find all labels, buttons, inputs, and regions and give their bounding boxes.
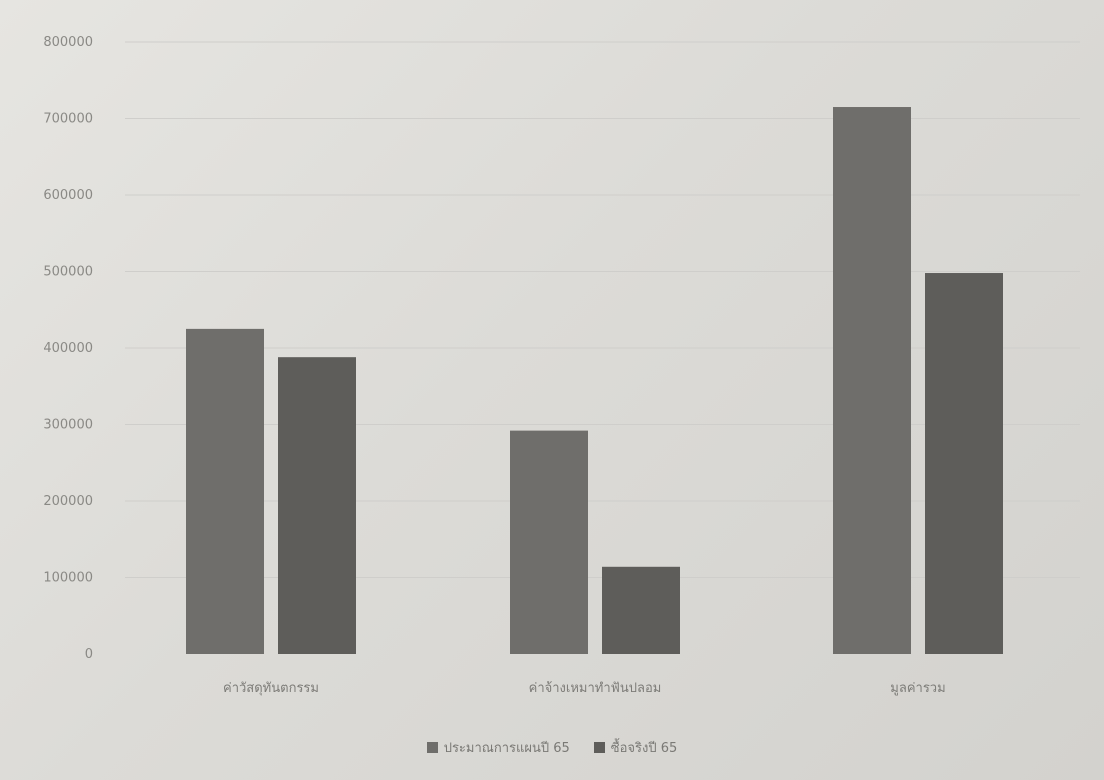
bar-2-2 <box>602 566 680 654</box>
bar-1-3 <box>833 107 911 654</box>
y-tick-label: 500000 <box>43 265 93 280</box>
bar-1-1 <box>186 328 264 654</box>
legend-swatch-series-1 <box>426 742 438 753</box>
category-labels: ค่าวัสดุทันตกรรม ค่าจ้างเหมาทำฟันปลอม มูลค… <box>223 681 946 696</box>
bar-1-2 <box>510 430 588 654</box>
y-tick-label: 0 <box>85 647 93 662</box>
bar-2-3 <box>925 273 1003 654</box>
legend: ประมาณการแผนปี 65 ซื้อจริงปี 65 <box>0 737 1104 758</box>
legend-item-series-2: ซื้อจริงปี 65 <box>593 737 678 758</box>
y-tick-label: 800000 <box>43 35 93 50</box>
x-category-label: ค่าวัสดุทันตกรรม <box>223 681 319 696</box>
y-tick-label: 400000 <box>43 341 93 356</box>
legend-item-series-1: ประมาณการแผนปี 65 <box>426 737 570 758</box>
y-tick-label: 200000 <box>43 494 93 509</box>
y-axis-ticks: 0 100000 200000 300000 400000 500000 600000 700… <box>43 35 93 662</box>
legend-label-series-2: ซื้อจริงปี 65 <box>610 741 678 756</box>
legend-swatch-series-2 <box>593 742 605 753</box>
x-category-label: ค่าจ้างเหมาทำฟันปลอม <box>529 681 662 696</box>
y-tick-label: 700000 <box>43 112 93 127</box>
y-tick-label: 300000 <box>43 418 93 433</box>
x-category-label: มูลค่ารวม <box>890 681 945 696</box>
legend-label-series-1: ประมาณการแผนปี 65 <box>443 741 570 756</box>
y-tick-label: 600000 <box>43 188 93 203</box>
bars <box>186 107 1003 654</box>
bar-2-1 <box>278 357 356 654</box>
y-tick-label: 100000 <box>43 571 93 586</box>
